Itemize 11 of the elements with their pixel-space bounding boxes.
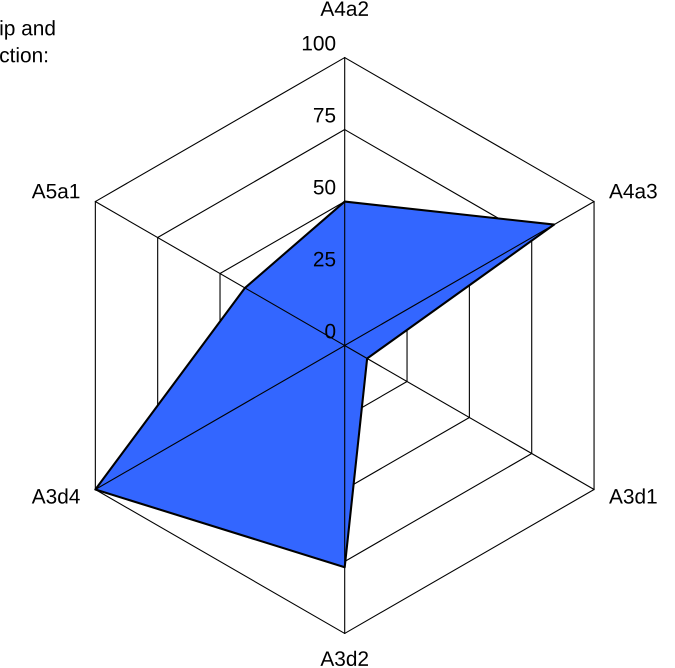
y-tick-label: 25 bbox=[314, 252, 336, 267]
y-tick-label: 75 bbox=[314, 108, 336, 123]
y-tick-label: 50 bbox=[314, 180, 336, 195]
spoke-label: A3d1 bbox=[609, 488, 657, 504]
spoke-label: A4a2 bbox=[320, 1, 368, 16]
spoke-label: A3d2 bbox=[320, 650, 368, 666]
text: ip and ction: bbox=[0, 20, 55, 62]
spoke-label: A4a3 bbox=[609, 184, 657, 199]
y-tick-label: 100 bbox=[302, 36, 336, 51]
spoke-label: A3d4 bbox=[32, 488, 80, 504]
spoke-label: A5a1 bbox=[32, 184, 80, 199]
